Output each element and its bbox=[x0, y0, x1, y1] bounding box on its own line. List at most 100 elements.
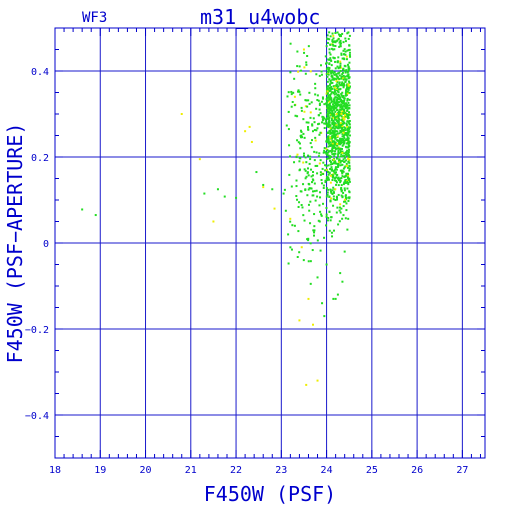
data-point bbox=[329, 219, 332, 222]
data-point bbox=[334, 123, 337, 126]
data-point bbox=[320, 64, 323, 67]
data-point bbox=[339, 129, 342, 132]
data-point bbox=[348, 81, 351, 84]
data-point bbox=[344, 133, 347, 136]
data-point bbox=[339, 60, 342, 63]
data-point bbox=[341, 144, 344, 147]
data-point bbox=[330, 136, 333, 139]
data-point bbox=[325, 195, 328, 198]
data-point bbox=[307, 154, 310, 157]
data-point bbox=[311, 123, 314, 126]
data-point bbox=[337, 37, 340, 40]
data-point bbox=[322, 116, 325, 119]
data-point bbox=[308, 209, 311, 212]
data-point bbox=[331, 121, 334, 124]
data-point bbox=[290, 248, 293, 251]
data-point bbox=[328, 102, 331, 105]
data-point bbox=[326, 92, 329, 95]
data-point bbox=[332, 158, 335, 161]
data-point bbox=[341, 81, 344, 84]
data-point bbox=[316, 127, 319, 130]
data-point bbox=[336, 142, 339, 145]
data-point bbox=[339, 64, 342, 67]
data-point bbox=[341, 101, 344, 104]
data-point bbox=[316, 195, 319, 198]
data-point bbox=[341, 128, 344, 131]
data-point bbox=[317, 219, 320, 222]
data-point bbox=[341, 150, 344, 153]
data-point bbox=[334, 32, 337, 35]
data-point bbox=[336, 96, 339, 99]
data-point bbox=[347, 174, 350, 177]
data-point bbox=[341, 116, 344, 119]
data-point bbox=[345, 84, 348, 87]
data-point bbox=[340, 82, 343, 85]
data-point bbox=[334, 125, 337, 128]
data-point bbox=[336, 135, 339, 138]
data-point bbox=[327, 94, 330, 97]
data-point bbox=[343, 182, 346, 185]
data-point bbox=[337, 95, 340, 98]
data-point bbox=[340, 123, 343, 126]
data-point bbox=[334, 297, 337, 300]
data-point bbox=[331, 149, 334, 152]
data-point bbox=[347, 145, 350, 148]
data-point bbox=[347, 75, 350, 78]
data-point bbox=[336, 60, 339, 63]
data-point bbox=[304, 156, 307, 159]
data-point bbox=[299, 168, 302, 171]
data-point bbox=[347, 101, 350, 104]
data-point bbox=[325, 165, 328, 168]
data-point bbox=[331, 140, 334, 143]
data-point bbox=[338, 118, 341, 121]
data-point bbox=[337, 33, 340, 36]
data-point bbox=[336, 120, 339, 123]
data-point bbox=[347, 160, 350, 163]
data-point bbox=[343, 102, 346, 105]
data-point bbox=[328, 195, 331, 198]
data-point bbox=[343, 198, 346, 201]
data-point bbox=[345, 55, 348, 58]
data-point bbox=[340, 112, 343, 115]
data-point bbox=[342, 214, 345, 217]
data-point bbox=[344, 50, 347, 53]
data-point bbox=[212, 220, 215, 223]
data-point bbox=[339, 42, 342, 45]
data-point bbox=[327, 173, 330, 176]
data-point bbox=[309, 187, 312, 190]
data-point bbox=[327, 140, 330, 143]
data-point bbox=[346, 135, 349, 138]
data-point bbox=[329, 149, 332, 152]
data-point bbox=[342, 138, 345, 141]
data-point bbox=[348, 104, 351, 107]
data-point bbox=[336, 130, 339, 133]
data-point bbox=[326, 41, 329, 44]
data-point bbox=[338, 132, 341, 135]
data-point bbox=[332, 170, 335, 173]
data-point bbox=[348, 158, 351, 161]
data-point bbox=[318, 102, 321, 105]
data-point bbox=[334, 141, 337, 144]
data-point bbox=[332, 195, 335, 198]
data-point bbox=[344, 71, 347, 74]
data-point bbox=[339, 106, 342, 109]
data-point bbox=[309, 155, 312, 158]
data-point bbox=[328, 51, 331, 54]
data-point bbox=[337, 114, 340, 117]
data-point bbox=[331, 192, 334, 195]
data-point bbox=[341, 57, 344, 60]
data-point bbox=[333, 108, 336, 111]
data-point bbox=[333, 121, 336, 124]
data-point bbox=[333, 140, 336, 143]
data-point bbox=[327, 126, 330, 129]
data-point bbox=[327, 138, 330, 141]
data-point bbox=[301, 136, 304, 139]
data-point bbox=[334, 106, 337, 109]
data-point bbox=[283, 188, 286, 191]
data-point bbox=[333, 48, 336, 51]
data-point bbox=[342, 96, 345, 99]
data-point bbox=[295, 185, 298, 188]
data-point bbox=[322, 184, 325, 187]
data-point bbox=[336, 147, 339, 150]
data-point bbox=[325, 152, 328, 155]
